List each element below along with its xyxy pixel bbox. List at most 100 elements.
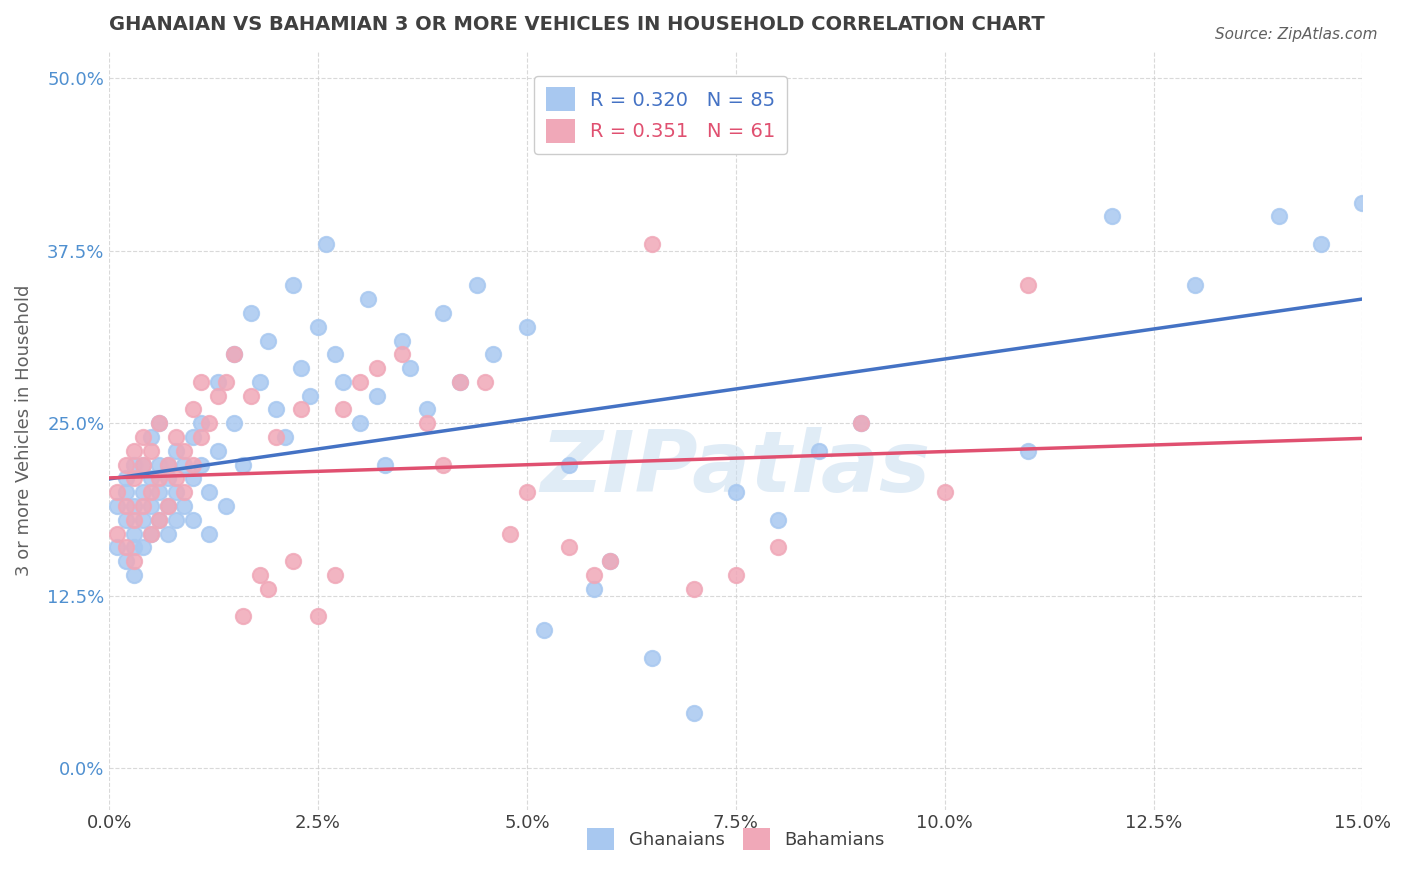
- Point: [332, 375, 354, 389]
- Point: [131, 541, 153, 555]
- Point: [198, 417, 221, 431]
- Point: [366, 361, 388, 376]
- Point: [516, 485, 538, 500]
- Point: [156, 458, 179, 472]
- Point: [131, 485, 153, 500]
- Point: [224, 347, 246, 361]
- Point: [374, 458, 396, 472]
- Y-axis label: 3 or more Vehicles in Household: 3 or more Vehicles in Household: [15, 285, 32, 576]
- Point: [148, 485, 170, 500]
- Point: [148, 513, 170, 527]
- Point: [432, 458, 454, 472]
- Point: [257, 582, 280, 596]
- Point: [1184, 278, 1206, 293]
- Point: [257, 334, 280, 348]
- Point: [474, 375, 496, 389]
- Point: [131, 513, 153, 527]
- Point: [122, 554, 145, 568]
- Point: [165, 513, 187, 527]
- Point: [415, 402, 437, 417]
- Point: [724, 485, 747, 500]
- Point: [1101, 210, 1123, 224]
- Point: [641, 236, 664, 251]
- Point: [281, 278, 304, 293]
- Point: [165, 430, 187, 444]
- Text: ZIPatlas: ZIPatlas: [541, 426, 931, 509]
- Point: [849, 417, 872, 431]
- Point: [1268, 210, 1291, 224]
- Point: [181, 458, 204, 472]
- Point: [599, 554, 621, 568]
- Point: [533, 624, 555, 638]
- Point: [1351, 195, 1374, 210]
- Point: [139, 430, 162, 444]
- Point: [432, 306, 454, 320]
- Point: [366, 389, 388, 403]
- Point: [198, 485, 221, 500]
- Point: [582, 582, 605, 596]
- Point: [273, 430, 295, 444]
- Point: [391, 347, 413, 361]
- Point: [165, 443, 187, 458]
- Point: [181, 471, 204, 485]
- Point: [290, 361, 312, 376]
- Point: [198, 526, 221, 541]
- Point: [298, 389, 321, 403]
- Point: [207, 389, 229, 403]
- Point: [224, 417, 246, 431]
- Point: [332, 402, 354, 417]
- Point: [315, 236, 337, 251]
- Point: [415, 417, 437, 431]
- Point: [107, 499, 129, 513]
- Point: [190, 375, 212, 389]
- Point: [683, 706, 706, 720]
- Point: [349, 417, 371, 431]
- Point: [181, 513, 204, 527]
- Point: [114, 471, 136, 485]
- Point: [148, 471, 170, 485]
- Point: [131, 430, 153, 444]
- Point: [499, 526, 522, 541]
- Point: [808, 443, 831, 458]
- Point: [107, 541, 129, 555]
- Point: [557, 541, 579, 555]
- Point: [122, 568, 145, 582]
- Point: [240, 306, 263, 320]
- Point: [391, 334, 413, 348]
- Point: [181, 430, 204, 444]
- Point: [582, 568, 605, 582]
- Point: [240, 389, 263, 403]
- Point: [190, 417, 212, 431]
- Point: [232, 609, 254, 624]
- Point: [148, 417, 170, 431]
- Point: [131, 499, 153, 513]
- Point: [323, 347, 346, 361]
- Point: [724, 568, 747, 582]
- Point: [307, 609, 329, 624]
- Point: [114, 499, 136, 513]
- Point: [482, 347, 505, 361]
- Point: [148, 513, 170, 527]
- Point: [114, 541, 136, 555]
- Point: [1309, 236, 1331, 251]
- Point: [264, 430, 287, 444]
- Point: [148, 417, 170, 431]
- Point: [1017, 278, 1039, 293]
- Point: [114, 554, 136, 568]
- Point: [249, 568, 271, 582]
- Point: [766, 513, 789, 527]
- Point: [264, 402, 287, 417]
- Point: [449, 375, 471, 389]
- Point: [683, 582, 706, 596]
- Point: [599, 554, 621, 568]
- Text: GHANAIAN VS BAHAMIAN 3 OR MORE VEHICLES IN HOUSEHOLD CORRELATION CHART: GHANAIAN VS BAHAMIAN 3 OR MORE VEHICLES …: [110, 15, 1045, 34]
- Point: [766, 541, 789, 555]
- Point: [139, 499, 162, 513]
- Point: [349, 375, 371, 389]
- Point: [122, 443, 145, 458]
- Point: [181, 402, 204, 417]
- Point: [357, 292, 380, 306]
- Point: [156, 471, 179, 485]
- Point: [156, 499, 179, 513]
- Point: [449, 375, 471, 389]
